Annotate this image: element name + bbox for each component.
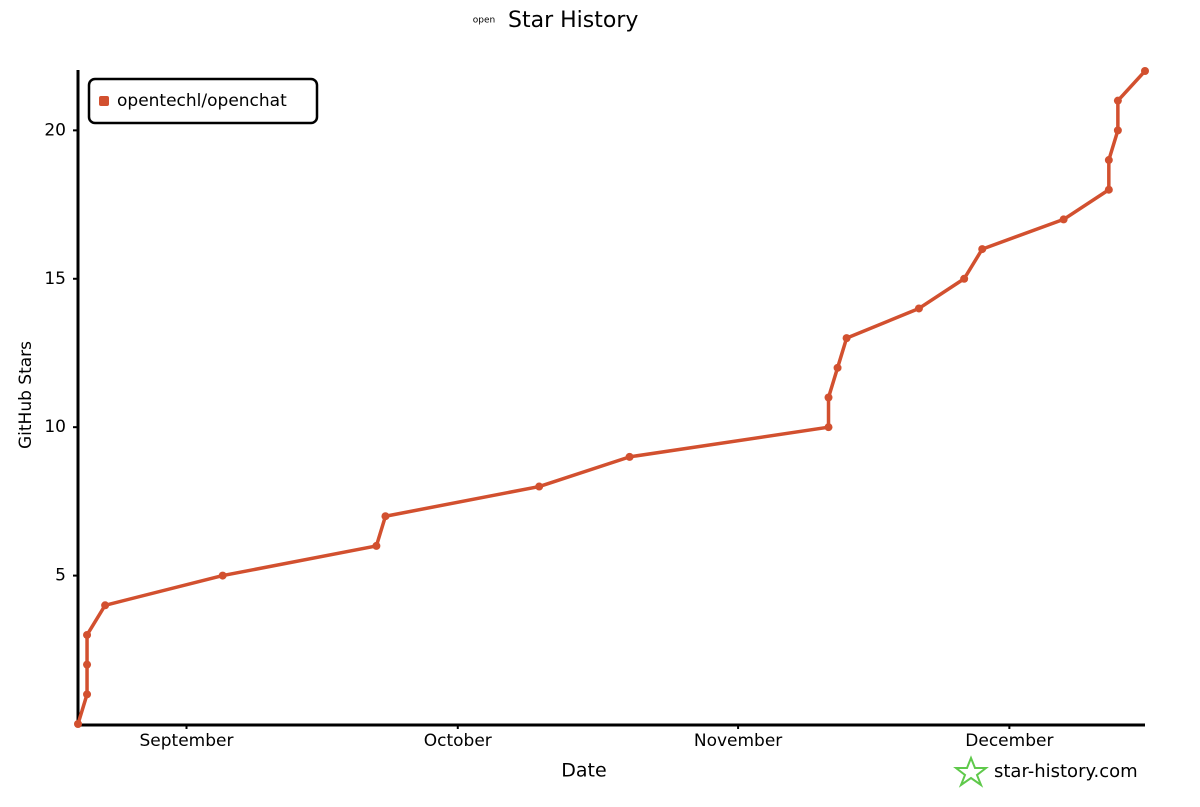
y-axis-label: GitHub Stars [16, 341, 36, 449]
title-icon: open [473, 16, 495, 26]
legend-swatch [99, 96, 109, 106]
chart-title: Star History [508, 8, 638, 33]
data-point [218, 571, 227, 580]
data-point [833, 363, 842, 372]
data-point [1113, 126, 1122, 135]
x-tick-label: September [140, 731, 234, 751]
x-tick-label: December [965, 731, 1053, 751]
data-point [824, 423, 833, 432]
data-point [535, 482, 544, 491]
data-point [1104, 185, 1113, 194]
data-point [914, 304, 923, 313]
x-tick-label: November [694, 731, 782, 751]
legend-box [87, 77, 319, 125]
x-axis-label: Date [561, 760, 606, 782]
data-point [978, 245, 987, 254]
data-point [1113, 96, 1122, 105]
x-tick-label: October [424, 731, 492, 751]
legend-label: opentechl/openchat [117, 91, 287, 111]
data-point [824, 393, 833, 402]
watermark: star-history.com [994, 761, 1138, 782]
data-point [372, 541, 381, 550]
data-point [625, 452, 634, 461]
y-tick-label: 5 [55, 566, 66, 586]
y-tick-label: 15 [44, 269, 66, 289]
data-point [960, 274, 969, 283]
data-point [1059, 215, 1068, 224]
data-point [1104, 156, 1113, 165]
data-point [842, 334, 851, 343]
data-point [381, 512, 390, 521]
series-line [76, 69, 1147, 726]
y-tick-label: 20 [44, 120, 66, 140]
data-point [83, 630, 92, 639]
data-point [101, 601, 110, 610]
data-point [74, 720, 82, 728]
y-tick-label: 10 [44, 417, 66, 437]
watermark-logo [953, 755, 989, 788]
data-point [83, 660, 92, 669]
data-point [83, 690, 92, 699]
data-point [1141, 67, 1149, 75]
